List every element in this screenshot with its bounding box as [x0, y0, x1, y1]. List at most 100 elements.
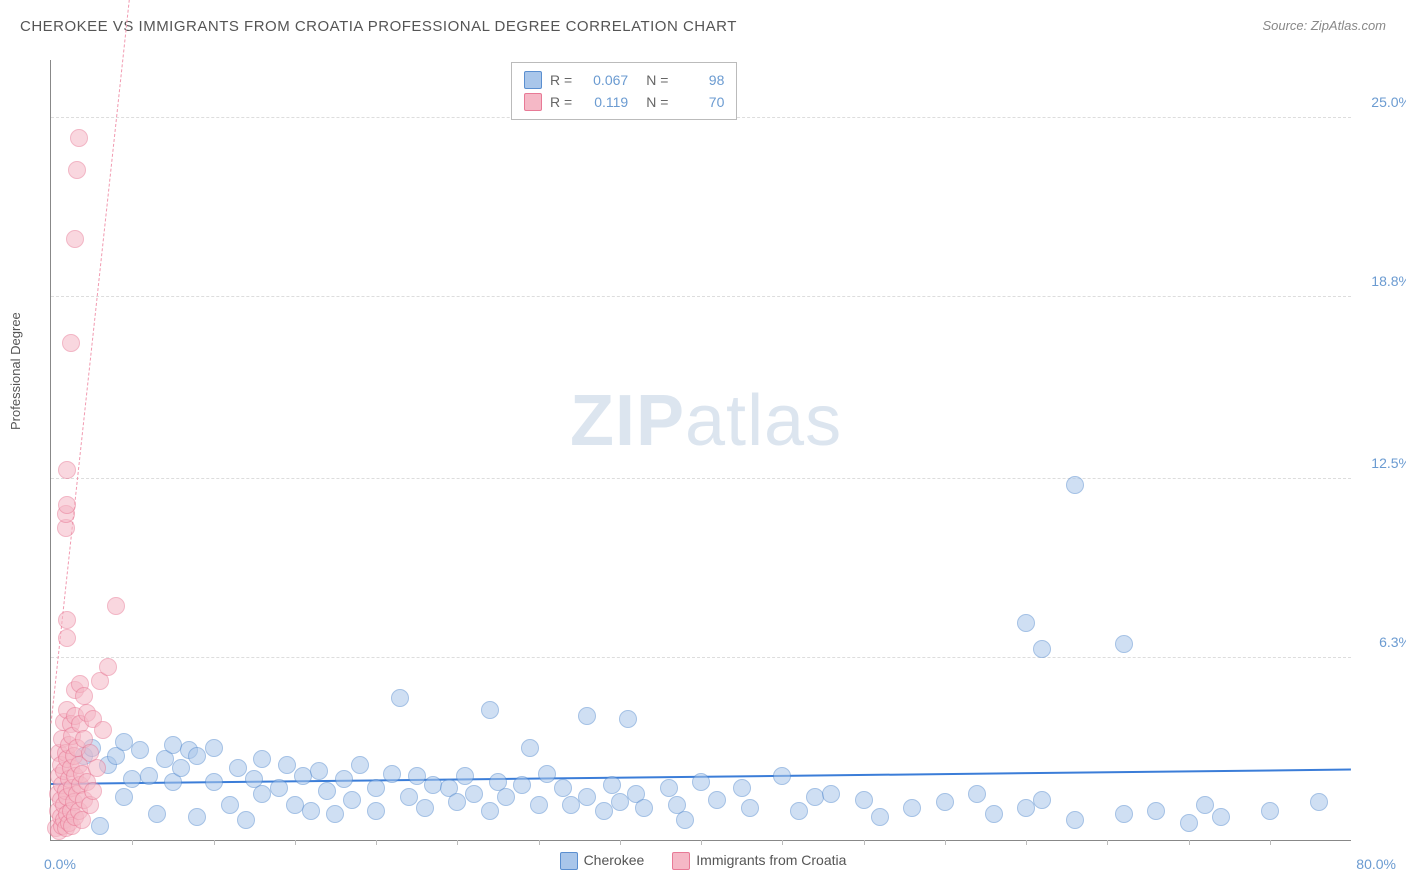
- data-point: [62, 334, 80, 352]
- data-point: [521, 739, 539, 757]
- data-point: [58, 611, 76, 629]
- data-point: [481, 701, 499, 719]
- data-point: [391, 689, 409, 707]
- data-point: [70, 129, 88, 147]
- data-point: [513, 776, 531, 794]
- x-minor-tick: [1270, 840, 1271, 845]
- data-point: [578, 707, 596, 725]
- data-point: [367, 802, 385, 820]
- x-minor-tick: [782, 840, 783, 845]
- data-point: [1310, 793, 1328, 811]
- data-point: [66, 230, 84, 248]
- data-point: [131, 741, 149, 759]
- data-point: [148, 805, 166, 823]
- data-point: [188, 747, 206, 765]
- data-point: [1066, 811, 1084, 829]
- legend-swatch: [560, 852, 578, 870]
- data-point: [302, 802, 320, 820]
- x-minor-tick: [620, 840, 621, 845]
- legend-swatch: [524, 71, 542, 89]
- data-point: [205, 773, 223, 791]
- y-tick-label: 12.5%: [1356, 455, 1406, 471]
- chart-source: Source: ZipAtlas.com: [1262, 18, 1386, 33]
- legend-r-value: 0.119: [580, 91, 628, 113]
- data-point: [123, 770, 141, 788]
- data-point: [822, 785, 840, 803]
- data-point: [318, 782, 336, 800]
- x-minor-tick: [539, 840, 540, 845]
- legend-item: Immigrants from Croatia: [672, 852, 846, 868]
- y-tick-label: 6.3%: [1356, 634, 1406, 650]
- data-point: [351, 756, 369, 774]
- data-point: [310, 762, 328, 780]
- data-point: [635, 799, 653, 817]
- data-point: [75, 687, 93, 705]
- legend-swatch: [524, 93, 542, 111]
- data-point: [448, 793, 466, 811]
- data-point: [221, 796, 239, 814]
- gridline: [51, 478, 1351, 479]
- data-point: [188, 808, 206, 826]
- data-point: [660, 779, 678, 797]
- y-tick-label: 18.8%: [1356, 273, 1406, 289]
- gridline: [51, 296, 1351, 297]
- data-point: [58, 496, 76, 514]
- data-point: [99, 658, 117, 676]
- x-minor-tick: [214, 840, 215, 845]
- data-point: [1033, 791, 1051, 809]
- data-point: [530, 796, 548, 814]
- data-point: [91, 817, 109, 835]
- data-point: [84, 782, 102, 800]
- data-point: [773, 767, 791, 785]
- data-point: [1196, 796, 1214, 814]
- data-point: [741, 799, 759, 817]
- data-point: [400, 788, 418, 806]
- data-point: [936, 793, 954, 811]
- data-point: [253, 750, 271, 768]
- data-point: [692, 773, 710, 791]
- plot-area: 6.3%12.5%18.8%25.0%R =0.067N =98R =0.119…: [50, 60, 1351, 841]
- data-point: [497, 788, 515, 806]
- legend-swatch: [672, 852, 690, 870]
- x-minor-tick: [376, 840, 377, 845]
- gridline: [51, 657, 1351, 658]
- data-point: [578, 788, 596, 806]
- legend-stats: R =0.067N =98R =0.119N =70: [511, 62, 737, 120]
- data-point: [1147, 802, 1165, 820]
- legend-r-label: R =: [550, 69, 572, 91]
- y-axis-label: Professional Degree: [8, 312, 23, 430]
- legend-item: Cherokee: [560, 852, 645, 868]
- x-minor-tick: [132, 840, 133, 845]
- data-point: [58, 629, 76, 647]
- data-point: [1017, 799, 1035, 817]
- data-point: [172, 759, 190, 777]
- data-point: [94, 721, 112, 739]
- data-point: [554, 779, 572, 797]
- data-point: [806, 788, 824, 806]
- legend-n-label: N =: [646, 69, 668, 91]
- x-minor-tick: [864, 840, 865, 845]
- data-point: [343, 791, 361, 809]
- data-point: [270, 779, 288, 797]
- data-point: [611, 793, 629, 811]
- data-point: [326, 805, 344, 823]
- x-minor-tick: [295, 840, 296, 845]
- data-point: [424, 776, 442, 794]
- data-point: [595, 802, 613, 820]
- data-point: [481, 802, 499, 820]
- data-point: [335, 770, 353, 788]
- legend-label: Immigrants from Croatia: [696, 852, 846, 868]
- data-point: [456, 767, 474, 785]
- legend-label: Cherokee: [584, 852, 645, 868]
- data-point: [562, 796, 580, 814]
- x-minor-tick: [1189, 840, 1190, 845]
- data-point: [465, 785, 483, 803]
- data-point: [603, 776, 621, 794]
- legend-n-label: N =: [646, 91, 668, 113]
- data-point: [383, 765, 401, 783]
- legend-n-value: 70: [676, 91, 724, 113]
- data-point: [140, 767, 158, 785]
- data-point: [58, 461, 76, 479]
- data-point: [229, 759, 247, 777]
- data-point: [676, 811, 694, 829]
